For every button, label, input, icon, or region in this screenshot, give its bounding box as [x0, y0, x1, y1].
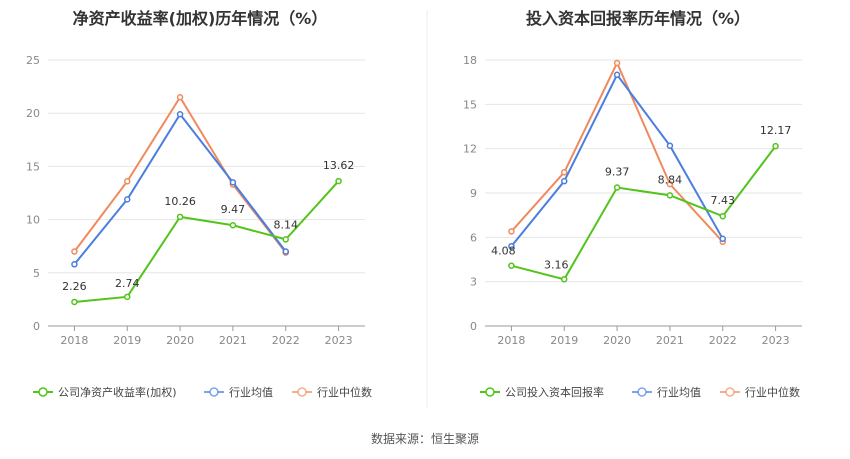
y-tick-label: 18: [463, 54, 477, 67]
legend-swatch-marker: [38, 387, 48, 397]
y-tick-label: 5: [33, 267, 40, 280]
data-point: [561, 276, 568, 283]
legend-swatch-marker: [725, 387, 735, 397]
legend-swatch-marker: [637, 387, 647, 397]
data-label: 12.17: [760, 124, 792, 137]
data-point: [508, 228, 515, 235]
data-point: [508, 262, 515, 269]
data-point: [124, 196, 131, 203]
data-point: [229, 221, 237, 229]
x-tick-label: 2019: [550, 334, 578, 347]
y-tick-label: 15: [26, 160, 40, 173]
x-tick-label: 2021: [219, 334, 247, 347]
data-point: [282, 236, 289, 243]
data-label: 2.74: [115, 277, 140, 290]
legend-label: 行业中位数: [317, 385, 372, 399]
data-point: [719, 212, 726, 220]
data-label: 9.37: [605, 166, 630, 179]
x-tick-label: 2022: [272, 334, 300, 347]
x-tick-label: 2023: [762, 334, 790, 347]
series-line: [73, 112, 287, 265]
data-source-note: 数据来源：恒生聚源: [370, 432, 479, 446]
data-label: 2.26: [62, 280, 87, 293]
data-point: [71, 298, 78, 306]
data-point: [561, 177, 568, 185]
legend-swatch-marker: [485, 387, 495, 397]
x-tick-label: 2018: [497, 334, 525, 347]
y-tick-label: 15: [463, 98, 477, 111]
data-point: [71, 248, 78, 255]
data-point: [666, 192, 674, 199]
y-tick-label: 20: [26, 107, 40, 120]
x-tick-label: 2019: [113, 334, 141, 347]
data-point: [176, 111, 184, 118]
data-point: [561, 169, 568, 176]
chart-title: 投入资本回报率历年情况（%）: [526, 9, 750, 28]
data-label: 7.43: [711, 194, 736, 207]
series-line: [510, 60, 724, 243]
y-tick-label: 0: [470, 320, 477, 333]
data-point: [613, 59, 621, 67]
data-point: [229, 179, 237, 186]
series-line: [511, 145, 777, 281]
data-label: 10.26: [164, 195, 196, 208]
data-point: [176, 213, 184, 221]
legend-label: 行业均值: [657, 386, 701, 399]
data-point: [613, 71, 621, 79]
chart-title: 净资产收益率(加权)历年情况（%）: [73, 9, 328, 28]
data-label: 13.62: [323, 159, 355, 172]
series-line: [510, 72, 724, 247]
data-point: [71, 261, 78, 268]
legend-item: 行业均值: [204, 386, 273, 399]
legend-label: 公司投入资本回报率: [505, 385, 604, 399]
data-label: 8.84: [658, 173, 683, 186]
y-tick-label: 9: [470, 187, 477, 200]
y-tick-label: 6: [470, 231, 477, 244]
data-label: 9.47: [221, 203, 246, 216]
data-point: [335, 177, 342, 185]
y-tick-label: 0: [33, 320, 40, 333]
legend-item: 行业均值: [632, 386, 701, 399]
chart-panel-1: 净资产收益率(加权)历年情况（%） 0 5 10 15 20 25 2018 2019 2020 2…: [26, 9, 372, 399]
data-point: [124, 178, 131, 185]
x-tick-label: 2020: [166, 334, 194, 347]
series-line: [74, 180, 340, 303]
x-tick-label: 2023: [325, 334, 353, 347]
data-point: [666, 180, 674, 188]
legend-item: 行业中位数: [292, 385, 372, 399]
legend-label: 行业均值: [229, 386, 273, 399]
data-label: 4.08: [491, 245, 516, 258]
legend-swatch-marker: [209, 387, 219, 397]
series-line: [73, 95, 287, 254]
y-tick-label: 12: [463, 143, 477, 156]
legend-item: 公司投入资本回报率: [480, 385, 604, 399]
legend-item: 公司净资产收益率(加权): [33, 385, 177, 399]
data-point: [666, 142, 674, 149]
y-tick-label: 3: [470, 276, 477, 289]
data-point: [282, 248, 289, 255]
data-point: [719, 235, 726, 243]
legend-item: 行业中位数: [720, 385, 800, 399]
data-label: 3.16: [544, 258, 569, 271]
y-tick-label: 10: [26, 214, 40, 227]
chart-panel-2: 投入资本回报率历年情况（%） 0 3 6 9 12 15 18 2018 2019 2020 2021…: [463, 9, 802, 399]
legend-swatch-marker: [297, 387, 307, 397]
x-tick-label: 2021: [656, 334, 684, 347]
data-label: 8.14: [274, 218, 299, 231]
data-point: [772, 142, 779, 150]
data-point: [613, 184, 621, 191]
x-tick-label: 2022: [709, 334, 737, 347]
data-point: [124, 293, 131, 301]
x-tick-label: 2020: [603, 334, 631, 347]
legend-label: 公司净资产收益率(加权): [58, 385, 177, 399]
data-point: [176, 93, 184, 101]
y-tick-label: 25: [26, 54, 40, 67]
legend-label: 行业中位数: [745, 385, 800, 399]
x-tick-label: 2018: [60, 334, 88, 347]
data-point: [508, 242, 515, 250]
